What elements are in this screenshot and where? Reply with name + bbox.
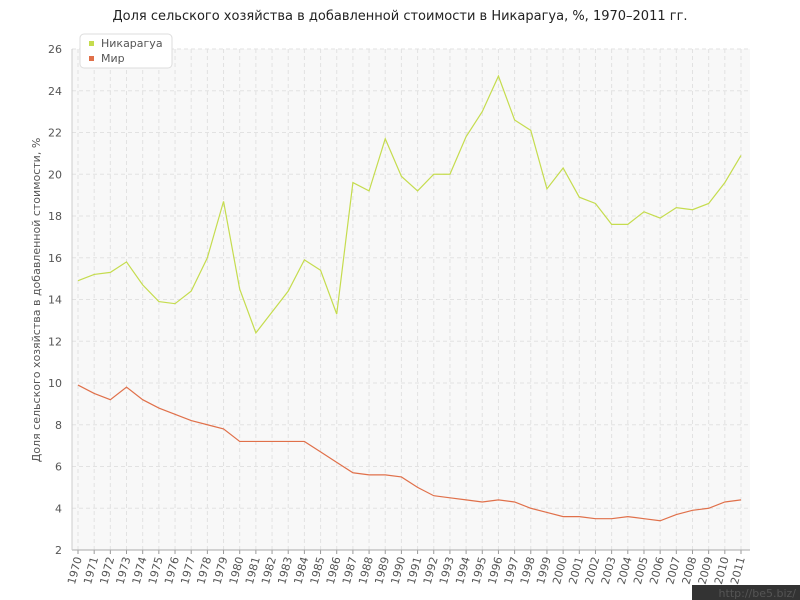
y-tick-label: 18: [48, 210, 62, 223]
y-tick-label: 8: [55, 419, 62, 432]
y-tick-label: 20: [48, 168, 62, 181]
legend-swatch: [89, 41, 94, 46]
y-tick-label: 26: [48, 43, 62, 56]
series-line: [77, 74, 742, 335]
y-tick-label: 2: [55, 544, 62, 557]
legend-label: Никарагуа: [101, 37, 163, 50]
y-tick-label: 12: [48, 335, 62, 348]
y-tick-label: 24: [48, 85, 62, 98]
y-tick-label: 4: [55, 502, 62, 515]
y-tick-label: 14: [48, 294, 62, 307]
series-line: [77, 384, 742, 522]
chart-title: Доля сельского хозяйства в добавленной с…: [112, 9, 687, 24]
watermark-bg: [692, 585, 800, 600]
watermark: http://be5.biz/: [719, 587, 797, 600]
legend-swatch: [89, 56, 94, 61]
y-tick-label: 6: [55, 461, 62, 474]
y-tick-label: 16: [48, 252, 62, 265]
legend: Никарагуа Мир: [79, 33, 173, 69]
y-tick-label: 10: [48, 377, 62, 390]
legend-label: Мир: [101, 52, 125, 65]
y-tick-label: 22: [48, 127, 62, 140]
legend-box: [79, 33, 173, 69]
y-axis-label: Доля сельского хозяйства в добавленной с…: [30, 138, 43, 463]
